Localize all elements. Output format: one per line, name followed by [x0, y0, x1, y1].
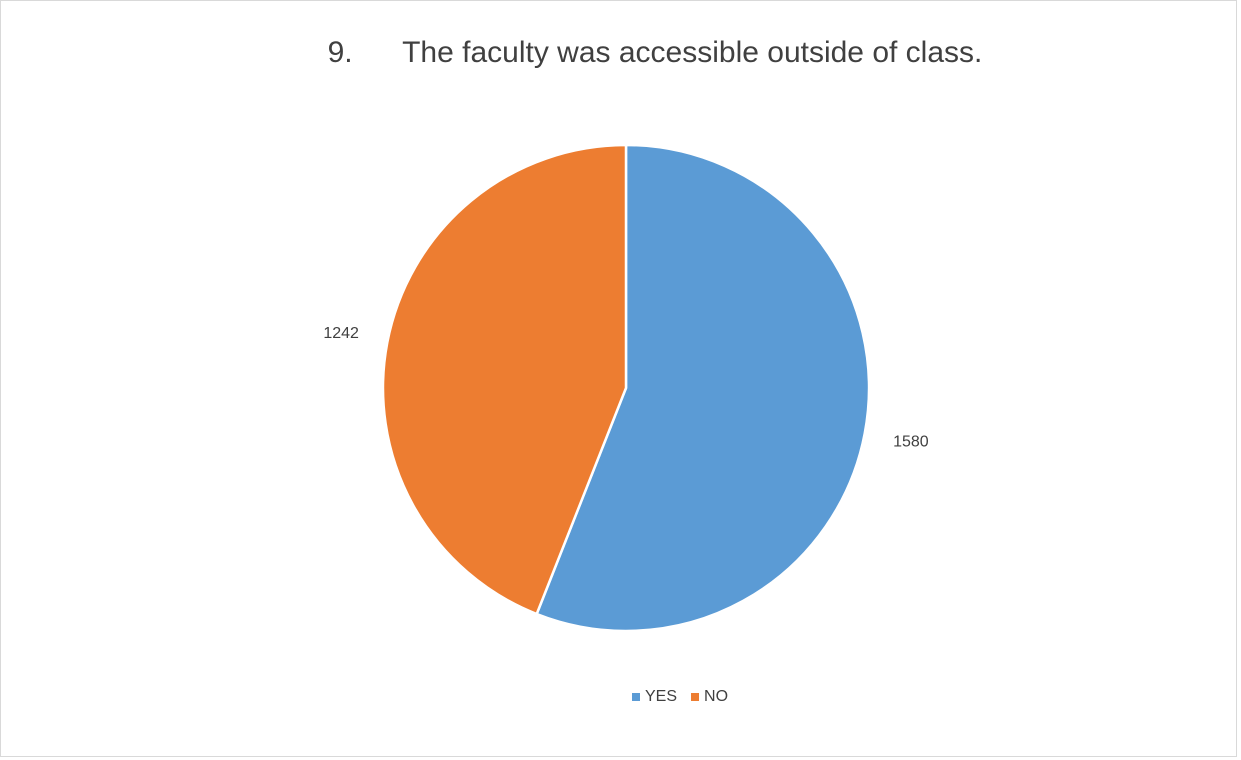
- legend-swatch: [691, 693, 700, 701]
- legend-swatch: [632, 693, 640, 701]
- data-label: 1580: [893, 433, 929, 450]
- pie-slice: [535, 143, 871, 633]
- data-label: 1242: [323, 325, 359, 342]
- pie-slice: [381, 143, 628, 616]
- legend-label: NO: [704, 688, 728, 705]
- legend-label: YES: [645, 688, 677, 705]
- chart-title: 9. The faculty was accessible outside of…: [328, 36, 983, 69]
